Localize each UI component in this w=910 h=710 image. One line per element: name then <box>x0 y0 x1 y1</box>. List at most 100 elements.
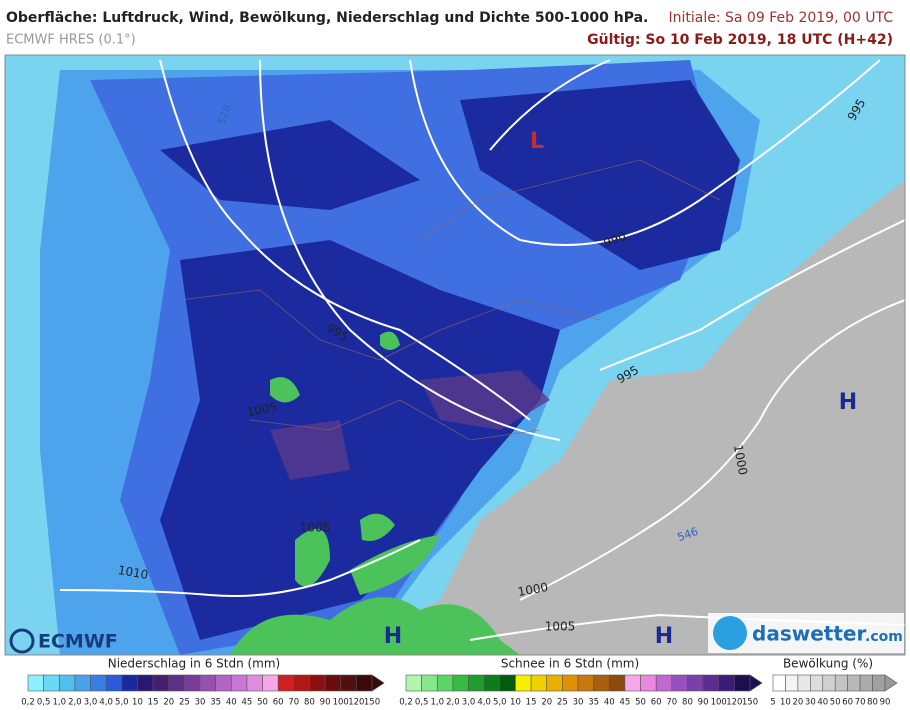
legend-swatch <box>184 674 201 692</box>
legend-tick-label: 60 <box>273 698 284 708</box>
legend-arrow <box>371 674 385 692</box>
legend-swatch <box>859 674 873 692</box>
legend-tick-label: 15 <box>148 698 159 708</box>
legend-tick-label: 40 <box>817 698 828 708</box>
legend-swatch <box>608 674 626 692</box>
legend-tick-label: 60 <box>842 698 853 708</box>
legend-tick-label: 80 <box>867 698 878 708</box>
legend-swatch <box>105 674 123 692</box>
legend-swatch <box>152 674 170 692</box>
legend-swatch <box>797 674 811 692</box>
legend-tick-label: 35 <box>210 698 221 708</box>
legend-swatch <box>834 674 848 692</box>
map-frame <box>4 54 906 656</box>
legend-swatch <box>452 674 469 692</box>
legend-tick-label: 90 <box>698 698 709 708</box>
legend-tick-label: 90 <box>320 698 331 708</box>
legend-title: Niederschlag in 6 Stdn (mm) <box>108 657 281 671</box>
legend-tick-label: 100 <box>711 698 727 708</box>
legend-tick-label: 45 <box>619 698 630 708</box>
legend-swatch <box>137 674 154 692</box>
legend-tick-label: 0,2 <box>399 698 413 708</box>
legend-swatch <box>121 674 138 692</box>
map-label: 1010 <box>117 563 150 582</box>
legend-tick-label: 70 <box>855 698 866 708</box>
legend-swatch <box>340 674 357 692</box>
legend-tick-label: 15 <box>526 698 537 708</box>
legend-swatch <box>262 674 279 692</box>
legend-tick-label: 60 <box>651 698 662 708</box>
legend-tick-label: 10 <box>132 698 143 708</box>
legend-swatch <box>421 674 438 692</box>
legend-swatch <box>309 674 326 692</box>
legend-tick-label: 1,0 <box>431 698 445 708</box>
legend-tick-label: 30 <box>805 698 816 708</box>
legend-tick-label: 5,0 <box>493 698 507 708</box>
map-label: 1005 <box>246 400 279 419</box>
title: Oberfläche: Luftdruck, Wind, Bewölkung, … <box>6 10 648 26</box>
initial-time: Initiale: Sa 09 Feb 2019, 00 UTC <box>669 10 894 26</box>
legend-tick-label: 150 <box>364 698 380 708</box>
legend-swatch <box>277 674 295 692</box>
legend-swatch <box>43 674 60 692</box>
legend-swatch <box>562 674 579 692</box>
legend-swatch <box>655 674 673 692</box>
legend-swatch <box>785 674 799 692</box>
legend-tick-label: 1,0 <box>53 698 67 708</box>
legend-swatch <box>872 674 886 692</box>
legend: Schnee in 6 Stdn (mm)0,2 0,5 1,0 2,0 3,0 4,0 5… <box>399 657 763 708</box>
legend-tick-label: 80 <box>304 698 315 708</box>
legend-swatch <box>324 674 342 692</box>
map <box>4 54 906 656</box>
map-label: H <box>655 624 673 649</box>
legend-tick-label: 4,0 <box>477 698 491 708</box>
legend-swatch <box>810 674 824 692</box>
legend-tick-label: 70 <box>666 698 677 708</box>
legend-swatch <box>405 674 422 692</box>
legend-swatch <box>58 674 76 692</box>
legend-swatch <box>640 674 657 692</box>
legend-tick-label: 25 <box>557 698 568 708</box>
legend-swatch <box>215 674 232 692</box>
legend-tick-label: 30 <box>195 698 206 708</box>
legend-tick-label: 0,5 <box>415 698 429 708</box>
legend-swatch <box>293 674 310 692</box>
legend-swatch <box>515 674 532 692</box>
legend-swatch <box>27 674 44 692</box>
legend-arrow <box>884 674 898 692</box>
legend-swatch <box>436 674 454 692</box>
legend-swatch <box>468 674 485 692</box>
legend-tick-label: 20 <box>163 698 174 708</box>
legend-title: Bewölkung (%) <box>783 657 873 671</box>
daswetter-tld: .com <box>865 629 903 645</box>
map-label: 1005 <box>545 620 576 634</box>
legend-swatch <box>199 674 216 692</box>
legend-tick-label: 3,0 <box>84 698 98 708</box>
legend-tick-label: 10 <box>510 698 521 708</box>
legend-swatch <box>577 674 594 692</box>
legend-title: Schnee in 6 Stdn (mm) <box>501 657 639 671</box>
ecmwf-text: ECMWF <box>38 631 118 653</box>
legend: Niederschlag in 6 Stdn (mm)0,2 0,5 1,0 2,0 3… <box>21 657 385 708</box>
legend-tick-label: 50 <box>635 698 646 708</box>
legend-swatch <box>847 674 861 692</box>
legend-tick-label: 10 <box>780 698 791 708</box>
ecmwf-logo: ECMWF <box>9 628 118 654</box>
legend-swatch <box>822 674 836 692</box>
legend-tick-label: 35 <box>588 698 599 708</box>
legend-swatch <box>230 674 248 692</box>
legend-tick-label: 40 <box>604 698 615 708</box>
legend-tick-label: 90 <box>880 698 891 708</box>
legend-tick-label: 45 <box>241 698 252 708</box>
map-label: H <box>384 624 402 649</box>
legend-tick-label: 40 <box>226 698 237 708</box>
legend-swatch <box>483 674 501 692</box>
map-label: 1000 <box>731 444 750 477</box>
legend-tick-label: 20 <box>541 698 552 708</box>
legend-tick-label: 120 <box>726 698 742 708</box>
legend-swatch <box>168 674 185 692</box>
legend-tick-label: 80 <box>682 698 693 708</box>
map-label: L <box>530 129 544 154</box>
legend-swatch <box>772 674 786 692</box>
